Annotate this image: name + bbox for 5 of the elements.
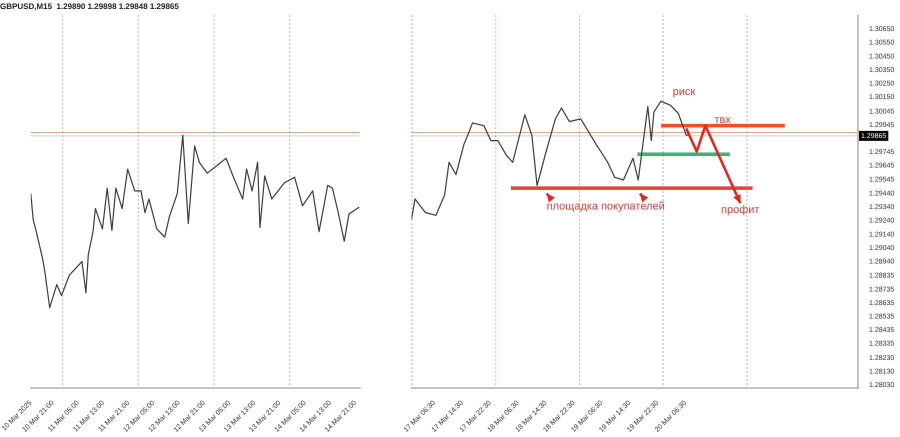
annotation: риск	[672, 86, 696, 98]
annotation: твх	[714, 114, 732, 126]
annotation: площадка покупателей	[546, 200, 665, 213]
chart-title: GBPUSD,M15 1.29890 1.29898 1.29848 1.29865	[0, 2, 180, 12]
annotation: профит	[721, 204, 760, 216]
